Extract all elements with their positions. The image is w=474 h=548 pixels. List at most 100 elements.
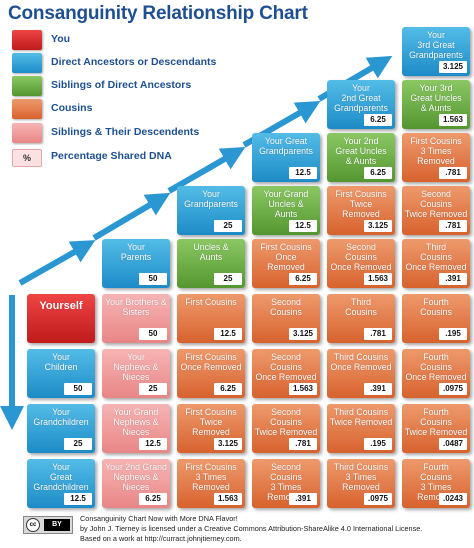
- cell-label: Your Grandparents: [184, 189, 238, 209]
- dna-percent: 12.5: [214, 328, 242, 340]
- cell-label: Uncles & Aunts: [193, 242, 229, 262]
- dna-percent: 1.563: [439, 114, 467, 126]
- relationship-cell: First Cousins Once Removed 6.25: [177, 349, 245, 398]
- legend-swatch: %: [12, 149, 42, 167]
- cell-label: Your Brothers & Sisters: [105, 297, 167, 317]
- by-icon: BY: [44, 519, 70, 531]
- legend-label: Direct Ancestors or Descendants: [51, 56, 217, 68]
- cell-label: Second Cousins: [270, 297, 302, 317]
- relationship-cell: Second Cousins 3.125: [252, 294, 320, 343]
- cell-label: Your Grand Nephews & Nieces: [113, 407, 159, 437]
- cell-label: Your Grandchildren: [33, 407, 89, 427]
- relationship-cell: Your 2nd Great Uncles & Aunts 6.25: [327, 133, 395, 182]
- dna-percent: .0487: [439, 438, 467, 450]
- footer-line-1: Consanguinity Chart Now with More DNA Fl…: [80, 514, 238, 523]
- relationship-cell: Second Cousins Once Removed 1.563: [252, 349, 320, 398]
- footer-line-3[interactable]: Based on a work at http://curract.johnjt…: [80, 534, 242, 543]
- cell-label: First Cousins 3 Times Removed: [185, 462, 237, 492]
- dna-percent: 3.125: [364, 220, 392, 232]
- cell-label: Your Great Grandparents: [259, 136, 313, 156]
- dna-percent: 3.125: [439, 61, 467, 73]
- legend-swatch: [12, 123, 42, 143]
- cell-label: Second Cousins Once Removed: [330, 242, 392, 272]
- dna-percent: 6.25: [214, 383, 242, 395]
- dna-percent: 25: [139, 383, 167, 395]
- dna-percent: 3.125: [289, 328, 317, 340]
- dna-percent: .781: [289, 438, 317, 450]
- relationship-cell: Fourth Cousins Once Removed .0975: [402, 349, 470, 398]
- ancestry-arrow: [92, 192, 171, 241]
- footer-line-2[interactable]: by John J. Tierney is licensed under a C…: [80, 524, 423, 533]
- dna-percent: 12.5: [289, 220, 317, 232]
- dna-percent: .0975: [439, 383, 467, 395]
- relationship-cell: First Cousins 3 Times Removed .781: [402, 133, 470, 182]
- cc-license-badge[interactable]: cc BY: [23, 516, 73, 534]
- relationship-cell: Your Children 50: [27, 349, 95, 398]
- relationship-cell: Second Cousins 3 Times Removed .391: [252, 459, 320, 508]
- legend-swatch: [12, 76, 42, 96]
- dna-percent: 25: [214, 220, 242, 232]
- relationship-cell: Second Cousins Once Removed 1.563: [327, 239, 395, 288]
- dna-percent: 1.563: [289, 383, 317, 395]
- dna-percent: .391: [289, 493, 317, 505]
- ancestry-arrow: [18, 240, 96, 286]
- dna-percent: .781: [364, 328, 392, 340]
- cell-label: First Cousins 3 Times Removed: [410, 136, 462, 166]
- cell-label: Your Great Grandchildren: [33, 462, 89, 492]
- relationship-cell: Third Cousins Once Removed .391: [327, 349, 395, 398]
- cell-label: Second Cousins Twice Removed: [404, 189, 468, 219]
- relationship-cell: Fourth Cousins .195: [402, 294, 470, 343]
- relationship-cell: Fourth Cousins 3 Times Removed .0243: [402, 459, 470, 508]
- cell-label: Your Parents: [120, 242, 152, 262]
- relationship-cell: Your Great Grandparents 12.5: [252, 133, 320, 182]
- relationship-cell: Third Cousins Once Removed .391: [402, 239, 470, 288]
- relationship-cell: Third Cousins 3 Times Removed .0975: [327, 459, 395, 508]
- dna-percent: .781: [439, 220, 467, 232]
- dna-percent: 1.563: [214, 493, 242, 505]
- cell-label: Second Cousins Twice Removed: [254, 407, 318, 437]
- cell-label: Fourth Cousins: [420, 297, 452, 317]
- relationship-cell: Your Parents 50: [102, 239, 170, 288]
- relationship-cell: Second Cousins Twice Removed .781: [252, 404, 320, 453]
- cell-label: First Cousins Twice Removed: [335, 189, 387, 219]
- dna-percent: .195: [439, 328, 467, 340]
- relationship-cell: First Cousins Twice Removed 3.125: [177, 404, 245, 453]
- dna-percent: 50: [139, 328, 167, 340]
- legend-label: Siblings & Their Descendents: [51, 126, 200, 138]
- cell-label: Third Cousins Twice Removed: [329, 407, 393, 427]
- cell-label: Your 2nd Great Grandparents: [334, 83, 388, 113]
- relationship-cell: First Cousins Twice Removed 3.125: [327, 186, 395, 235]
- dna-percent: 25: [214, 273, 242, 285]
- cell-label: First Cousins Twice Removed: [185, 407, 237, 437]
- dna-percent: 12.5: [289, 167, 317, 179]
- dna-percent: 6.25: [139, 493, 167, 505]
- cell-label: First Cousins Once Removed: [260, 242, 312, 272]
- cell-label: Your Grand Uncles & Aunts: [263, 189, 309, 219]
- dna-percent: .391: [439, 273, 467, 285]
- cell-label: Third Cousins Once Removed: [330, 352, 392, 372]
- cell-label: Your 2nd Grand Nephews & Nieces: [105, 462, 167, 492]
- cell-label: Your 3rd Great Uncles & Aunts: [410, 83, 462, 113]
- cell-label: Third Cousins 3 Times Removed: [333, 462, 389, 492]
- dna-percent: .781: [439, 167, 467, 179]
- dna-percent: .195: [364, 438, 392, 450]
- relationship-cell: Your 3rd Great Grandparents 3.125: [402, 27, 470, 76]
- relationship-cell: Second Cousins Twice Removed .781: [402, 186, 470, 235]
- dna-percent: .0975: [364, 493, 392, 505]
- relationship-cell: Fourth Cousins Twice Removed .0487: [402, 404, 470, 453]
- cell-label: Fourth Cousins 3 Times Removed: [417, 462, 455, 502]
- dna-percent: 25: [64, 438, 92, 450]
- legend-label: Cousins: [51, 102, 93, 114]
- relationship-cell: Your Grand Uncles & Aunts 12.5: [252, 186, 320, 235]
- legend-swatch: [12, 53, 42, 73]
- cell-label: Second Cousins 3 Times Removed: [267, 462, 305, 502]
- relationship-cell: Third Cousins .781: [327, 294, 395, 343]
- dna-percent: 6.25: [289, 273, 317, 285]
- cell-label: Your 2nd Great Uncles & Aunts: [335, 136, 387, 166]
- dna-percent: 12.5: [64, 493, 92, 505]
- cell-label: Your Children: [44, 352, 78, 372]
- cell-yourself: Yourself: [27, 294, 95, 343]
- relationship-cell: Your Grand Nephews & Nieces 12.5: [102, 404, 170, 453]
- legend-swatch: [12, 30, 42, 50]
- cc-icon: cc: [26, 518, 40, 532]
